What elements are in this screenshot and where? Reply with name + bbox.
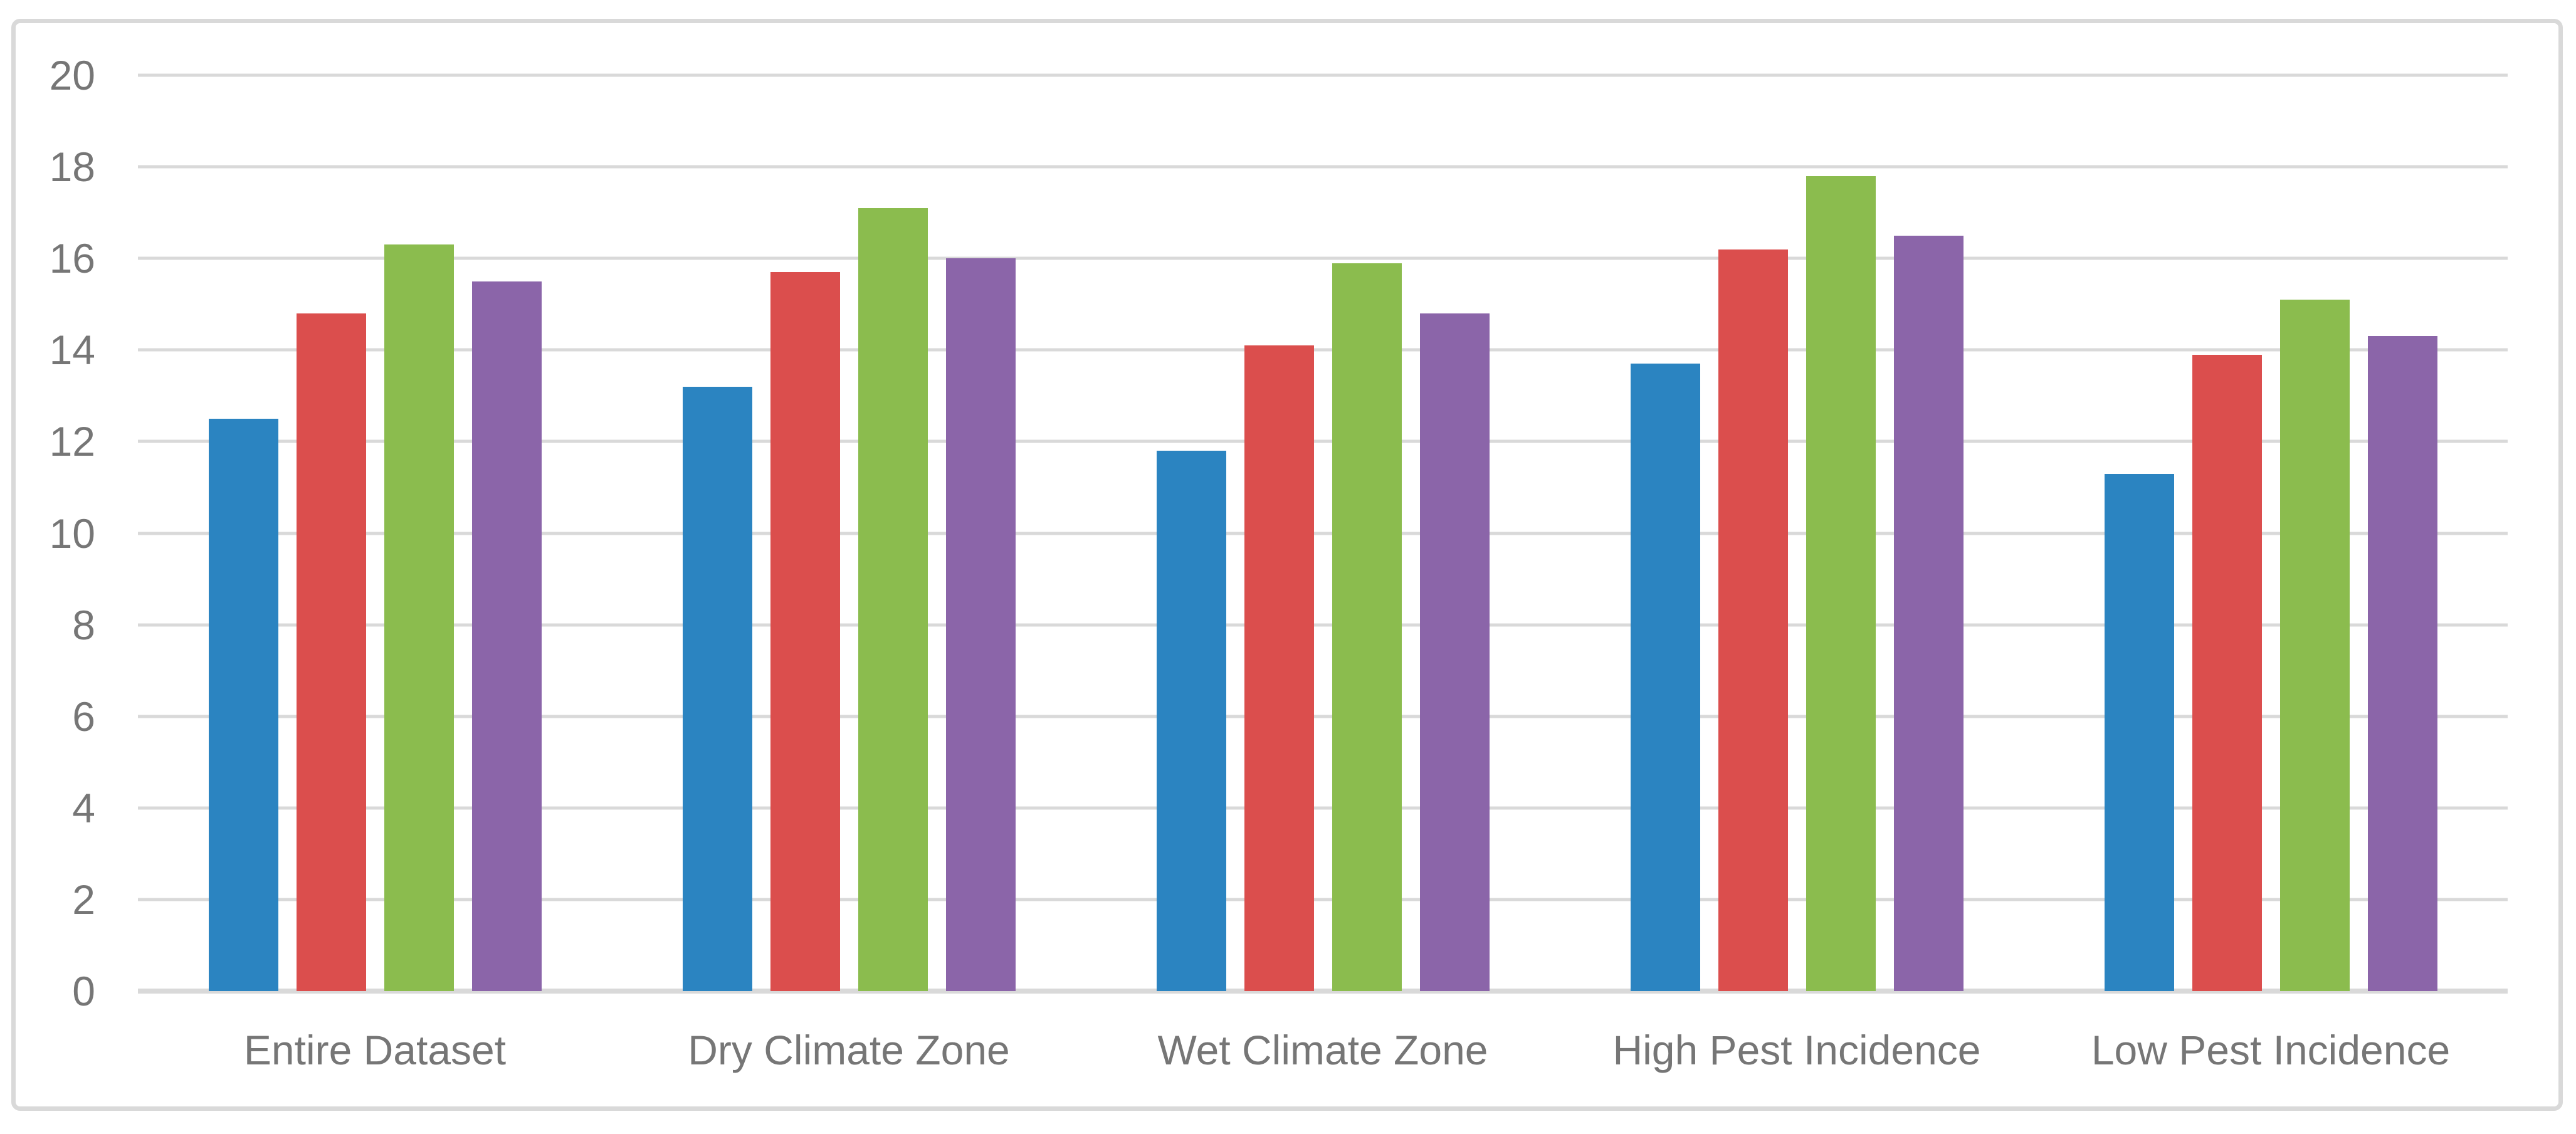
y-tick-label-0: 0 [72, 968, 95, 1014]
bar-series1-category2 [682, 386, 752, 991]
gridline-10 [138, 532, 2508, 535]
x-category-label-3: Wet Climate Zone [1157, 1027, 1488, 1073]
gridline-12 [138, 439, 2508, 443]
x-axis: Entire Dataset Dry Climate Zone Wet Climat… [138, 1027, 2508, 1073]
bar-series1-category5 [2104, 473, 2174, 991]
bar-group-3 [1086, 75, 1560, 991]
bar-series1-category4 [1630, 364, 1700, 991]
bar-series3-category2 [858, 207, 928, 991]
y-tick-label-4: 4 [72, 784, 95, 831]
gridline-6 [138, 715, 2508, 718]
bar-series4-category4 [1893, 235, 1964, 991]
bar-series4-category5 [2367, 336, 2437, 991]
x-category-label-4: High Pest Incidence [1612, 1027, 1981, 1073]
bar-series4-category2 [945, 258, 1016, 991]
x-category-label-1: Entire Dataset [243, 1027, 507, 1073]
gridline-8 [138, 623, 2508, 627]
bar-group-2 [612, 75, 1086, 991]
bar-series3-category1 [384, 244, 454, 991]
bar-series1-category1 [208, 418, 278, 991]
x-category-label-5: Low Pest Incidence [2091, 1027, 2451, 1073]
gridline-layer [138, 73, 2508, 994]
bar-groups [138, 75, 2508, 991]
gridline-2 [138, 898, 2508, 901]
bar-series4-category3 [1419, 313, 1490, 991]
y-tick-label-18: 18 [49, 144, 95, 191]
y-axis: 0 2 4 6 8 10 12 14 16 18 20 [0, 55, 95, 1012]
gridline-18 [138, 165, 2508, 169]
y-tick-label-8: 8 [72, 601, 95, 648]
gridline-14 [138, 348, 2508, 352]
x-axis-line [138, 989, 2508, 994]
bar-series2-category2 [770, 272, 840, 991]
gridline-4 [138, 806, 2508, 810]
bar-series2-category1 [296, 313, 366, 991]
y-tick-label-12: 12 [49, 418, 95, 465]
bar-series3-category5 [2279, 299, 2350, 991]
bar-series1-category3 [1156, 451, 1226, 991]
y-tick-label-16: 16 [49, 235, 95, 282]
bar-series2-category3 [1244, 345, 1314, 991]
bar-series2-category5 [2192, 354, 2262, 991]
y-tick-label-20: 20 [49, 52, 95, 98]
bar-group-1 [138, 75, 612, 991]
bar-group-4 [1560, 75, 2034, 991]
bar-series4-category1 [471, 281, 542, 991]
bar-series2-category4 [1718, 249, 1788, 991]
y-tick-label-14: 14 [49, 327, 95, 374]
gridline-16 [138, 256, 2508, 260]
plot-area [138, 73, 2508, 994]
y-tick-label-6: 6 [72, 693, 95, 740]
bar-series3-category4 [1806, 176, 1876, 991]
x-category-label-2: Dry Climate Zone [688, 1027, 1010, 1073]
bar-group-5 [2034, 75, 2508, 991]
y-tick-label-10: 10 [49, 510, 95, 557]
y-tick-label-2: 2 [72, 876, 95, 923]
bar-series3-category3 [1332, 263, 1402, 991]
gridline-20 [138, 73, 2508, 77]
